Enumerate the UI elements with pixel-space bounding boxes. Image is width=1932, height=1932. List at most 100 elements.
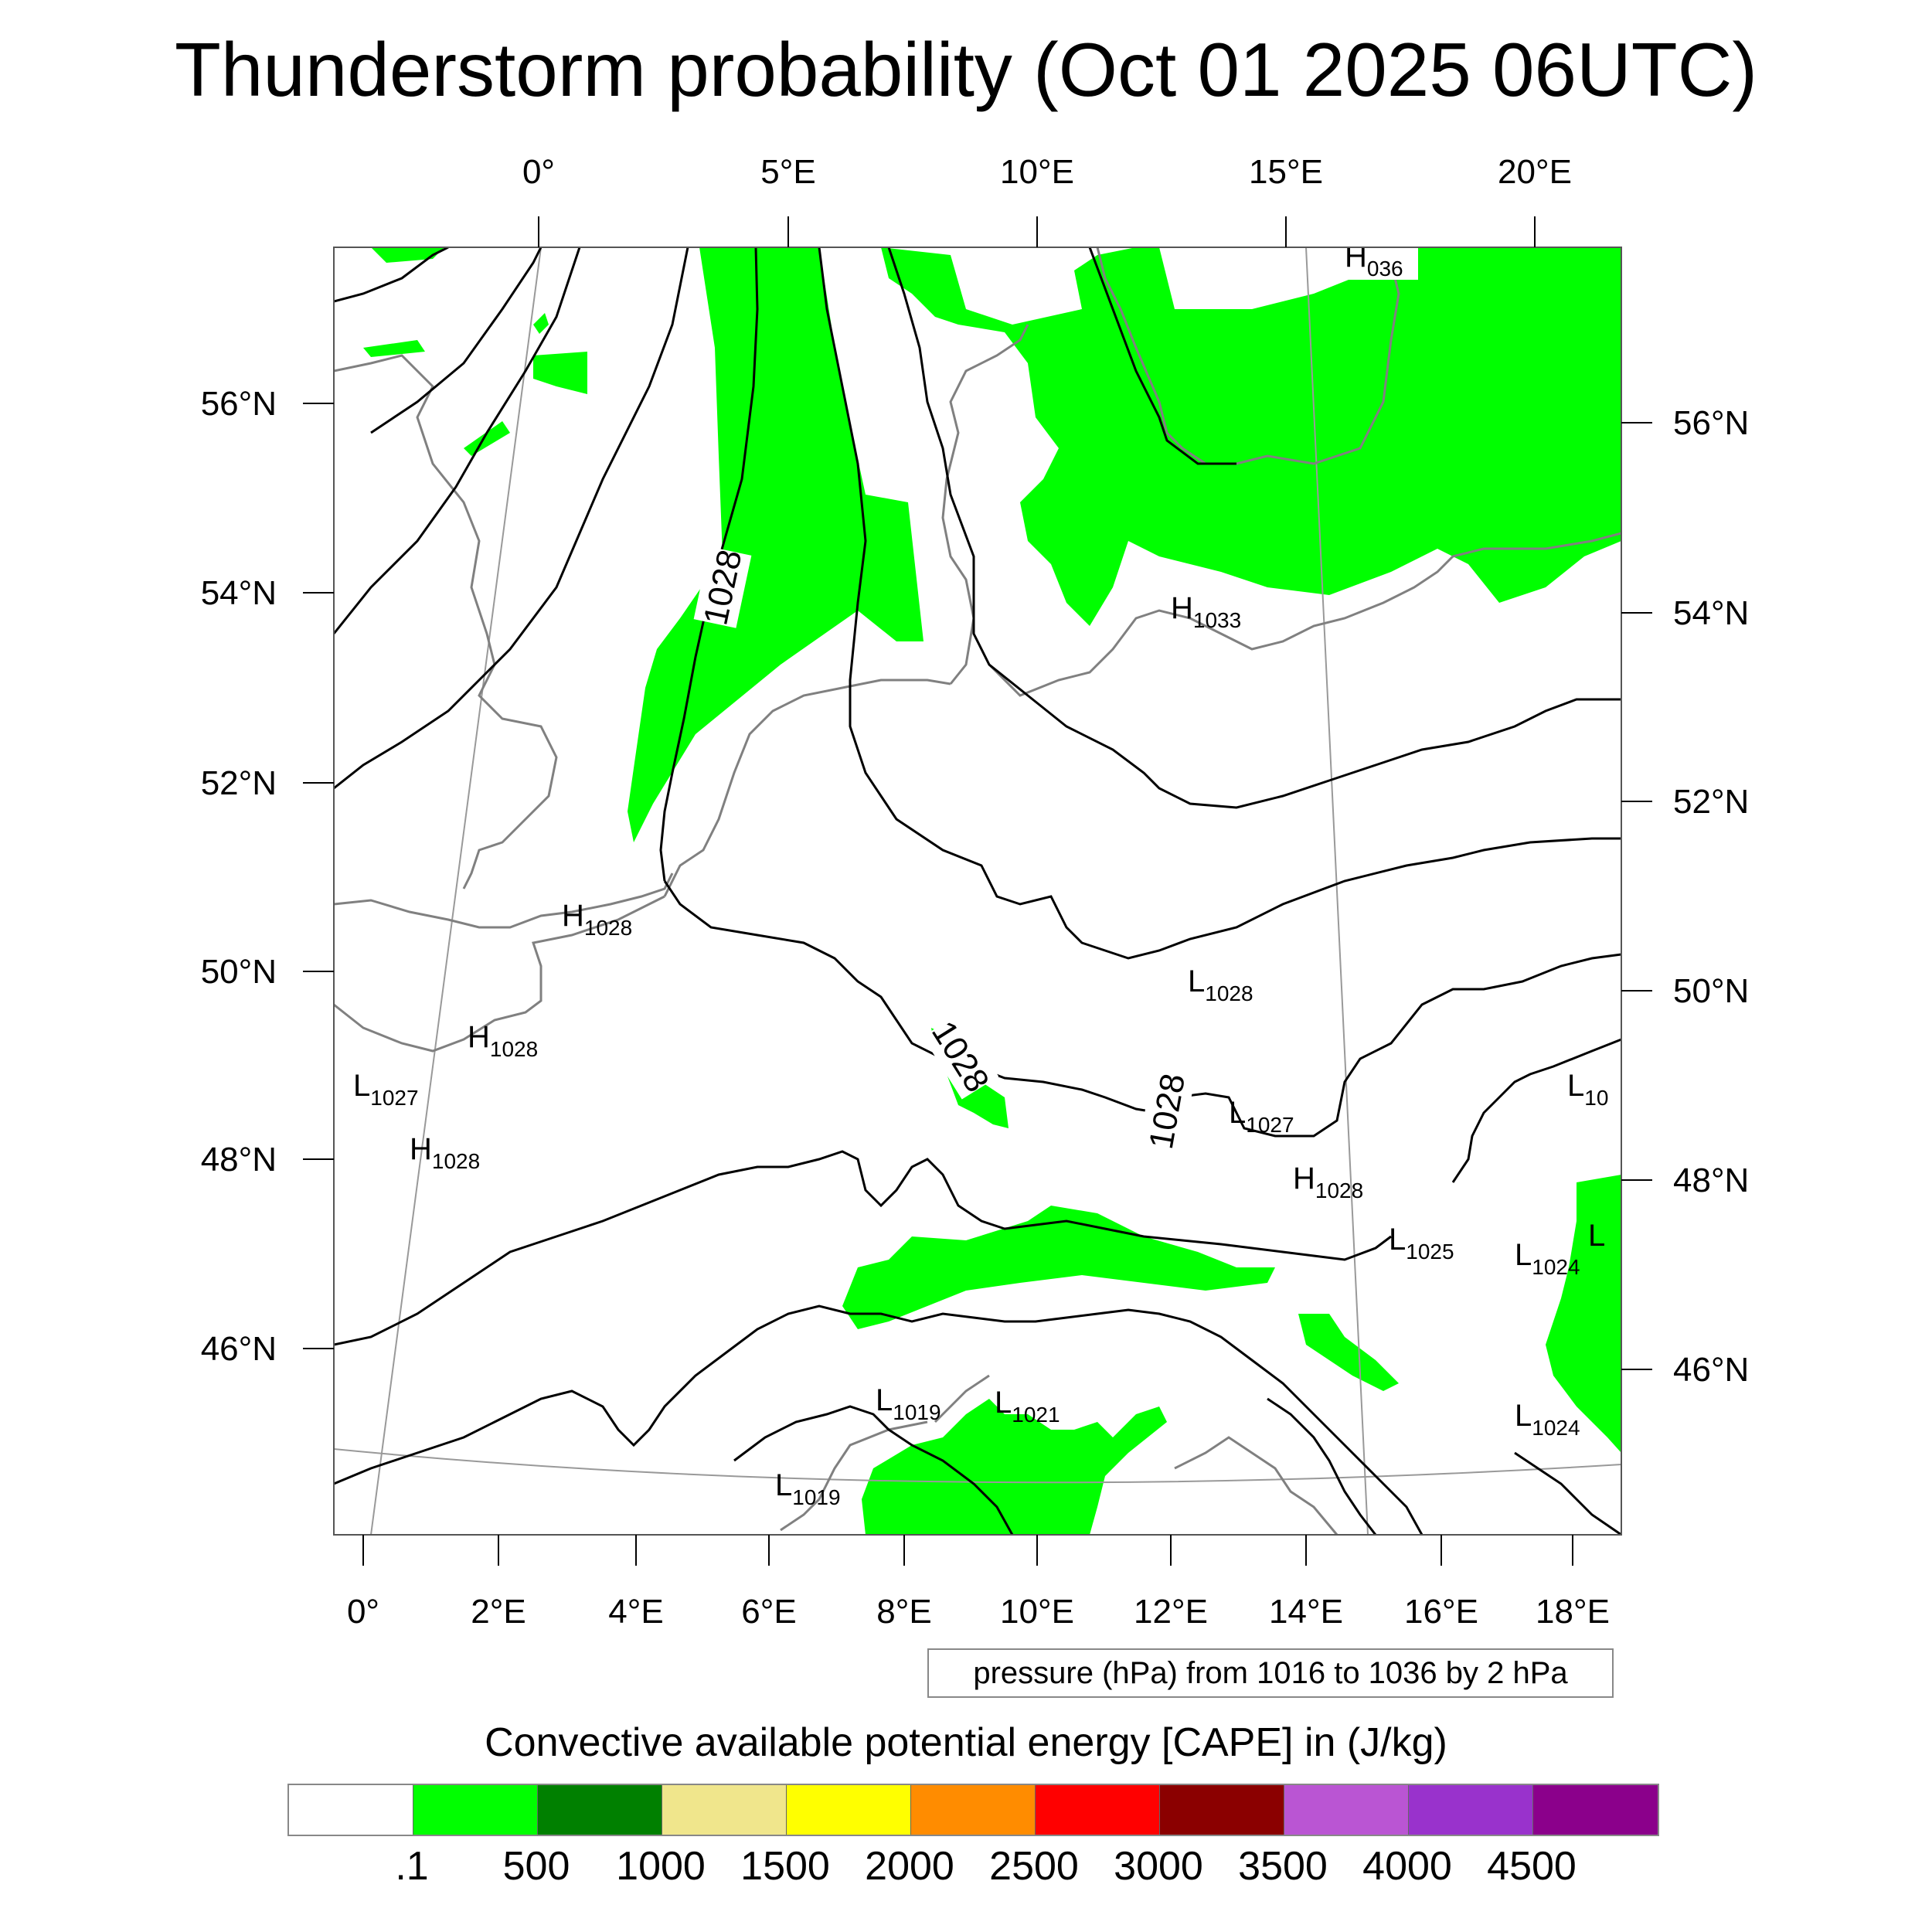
bottom-lon-label: 4°E: [608, 1593, 663, 1631]
left-lat-label: 56°N: [201, 385, 277, 423]
colorbar-swatch: [1160, 1785, 1284, 1835]
svg-text:L1027: L1027: [1229, 1096, 1294, 1137]
colorbar-swatch: [662, 1785, 787, 1835]
colorbar-swatch: [1533, 1785, 1658, 1835]
contour-info-box: pressure (hPa) from 1016 to 1036 by 2 hP…: [927, 1648, 1614, 1698]
svg-text:L1025: L1025: [1389, 1223, 1454, 1264]
cape-area-north-sea: [628, 247, 923, 842]
top-lon-label: 0°: [522, 153, 555, 191]
bottom-lon-label: 8°E: [876, 1593, 931, 1631]
right-lat-label: 52°N: [1673, 783, 1749, 821]
bottom-lon-label: 2°E: [471, 1593, 526, 1631]
svg-text:L1019: L1019: [775, 1468, 841, 1509]
coast-france-north: [334, 895, 665, 1053]
pressure-center-l: L1027: [353, 1069, 419, 1110]
right-lat-label: 50°N: [1673, 972, 1749, 1010]
top-lon-label: 15°E: [1249, 153, 1323, 191]
pressure-center-l: L1025: [1389, 1223, 1454, 1264]
pressure-center-h: H1028: [410, 1132, 480, 1173]
left-lat-label: 48°N: [201, 1141, 277, 1179]
pressure-center-l: L1021: [995, 1386, 1060, 1427]
svg-text:L1024: L1024: [1515, 1238, 1580, 1279]
svg-text:H1028: H1028: [410, 1132, 480, 1173]
bottom-axis: [362, 1535, 1573, 1566]
svg-text:L10: L10: [1567, 1069, 1608, 1110]
colorbar-swatch: [911, 1785, 1036, 1835]
colorbar-label: .1: [395, 1844, 429, 1889]
pressure-center-l: L10: [1567, 1069, 1608, 1110]
colorbar-swatch: [413, 1785, 538, 1835]
bottom-lon-label: 12°E: [1134, 1593, 1208, 1631]
svg-text:H1028: H1028: [562, 899, 632, 940]
right-lat-label: 48°N: [1673, 1162, 1749, 1199]
colorbar-title: Convective available potential energy [C…: [485, 1720, 1447, 1765]
pressure-center-h: H1028: [562, 899, 632, 940]
colorbar-label: 1000: [616, 1844, 706, 1889]
colorbar-labels: .1 500 1000 1500 2000 2500 3000 3500 4000 4500: [0, 1843, 1932, 1897]
cape-area-uk-2: [533, 352, 587, 394]
svg-text:H1028: H1028: [468, 1020, 538, 1061]
cape-area-alps-east: [1298, 1314, 1399, 1391]
pressure-center-h: H1028: [1293, 1162, 1363, 1202]
coast-uk-south: [334, 872, 674, 929]
pressure-center-h: H1028: [468, 1020, 538, 1061]
svg-text:H1033: H1033: [1171, 591, 1241, 632]
pressure-center-h: H036: [1341, 240, 1418, 281]
pressure-centers: H036 H1033 H1028 H1028 H1028 H1028 L1027…: [353, 240, 1608, 1509]
coast-baltic: [988, 532, 1621, 697]
cape-area-uk-3: [464, 421, 510, 456]
bottom-lon-label: 6°E: [741, 1593, 796, 1631]
cape-area-balkans: [1546, 1175, 1621, 1453]
colorbar-label: 4000: [1362, 1844, 1452, 1889]
left-lat-label: 54°N: [201, 574, 277, 612]
bottom-lon-label: 10°E: [1000, 1593, 1074, 1631]
cape-area-uk-4: [363, 340, 425, 357]
top-lon-label: 5°E: [760, 153, 815, 191]
right-lat-label: 54°N: [1673, 594, 1749, 632]
left-lat-label: 50°N: [201, 953, 277, 991]
coast-benelux: [663, 679, 951, 897]
svg-text:L: L: [1588, 1219, 1605, 1253]
colorbar-label: 2000: [865, 1844, 954, 1889]
coast-adriatic: [1174, 1436, 1338, 1535]
right-axis: [1621, 422, 1652, 1370]
colorbar-swatch: [787, 1785, 911, 1835]
top-lon-label: 10°E: [1000, 153, 1074, 191]
colorbar-label: 3500: [1238, 1844, 1328, 1889]
pressure-center-l: L: [1588, 1219, 1605, 1253]
svg-text:L1019: L1019: [876, 1383, 941, 1424]
colorbar-label: 2500: [989, 1844, 1079, 1889]
cape-area-alps: [842, 1206, 1275, 1329]
top-lon-label: 20°E: [1498, 153, 1572, 191]
colorbar-label: 4500: [1487, 1844, 1577, 1889]
bottom-lon-label: 16°E: [1404, 1593, 1478, 1631]
left-lat-label: 52°N: [201, 764, 277, 802]
cape-area-scandinavia-baltic: [881, 247, 1621, 626]
colorbar-label: 1500: [740, 1844, 830, 1889]
svg-text:L1027: L1027: [353, 1069, 419, 1110]
pressure-center-l: L1024: [1515, 1238, 1580, 1279]
map-panel: 1028 1028 1028 H036 H1033 H1028 H1028 H1…: [334, 240, 1621, 1535]
right-lat-label: 46°N: [1673, 1351, 1749, 1389]
cape-area-uk-1: [533, 313, 549, 334]
isobar-label-czech: 1028: [1139, 1071, 1195, 1152]
pressure-center-l: L1019: [775, 1468, 841, 1509]
svg-text:H036: H036: [1345, 240, 1403, 281]
bottom-lon-label: 0°: [347, 1593, 379, 1631]
svg-text:L1024: L1024: [1515, 1399, 1580, 1440]
svg-text:H1028: H1028: [1293, 1162, 1363, 1202]
colorbar-swatch: [538, 1785, 662, 1835]
colorbar-label: 3000: [1114, 1844, 1203, 1889]
svg-text:L1028: L1028: [1188, 964, 1253, 1005]
colorbar-swatch: [1409, 1785, 1533, 1835]
cape-areas: [363, 247, 1621, 1535]
bottom-lon-label: 18°E: [1536, 1593, 1610, 1631]
colorbar-swatch: [1284, 1785, 1409, 1835]
top-axis: [538, 216, 1536, 247]
map-title: Thunderstorm probability (Oct 01 2025 06…: [175, 27, 1757, 112]
coast-gulf-genoa: [934, 1374, 990, 1423]
pressure-center-h: H1033: [1171, 591, 1241, 632]
cape-area-italy: [862, 1399, 1167, 1535]
svg-text:L1021: L1021: [995, 1386, 1060, 1427]
